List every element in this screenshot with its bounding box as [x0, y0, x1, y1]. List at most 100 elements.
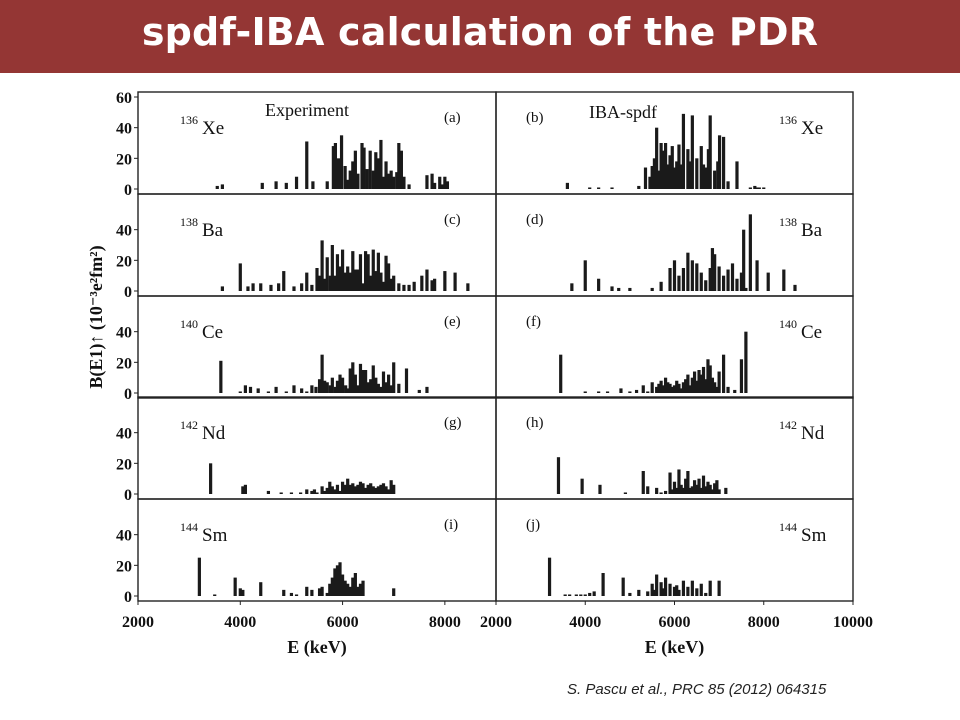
data-bar [343, 272, 347, 291]
data-bar [330, 245, 334, 291]
data-bar [675, 161, 679, 189]
x-tick-label: 6000 [327, 614, 359, 631]
data-bar [260, 182, 264, 189]
data-bar [317, 379, 322, 393]
data-bar [397, 383, 401, 393]
data-bar [310, 490, 314, 494]
data-bar [233, 577, 237, 596]
data-bar [310, 385, 314, 393]
data-bar [592, 591, 596, 596]
data-bar [314, 386, 318, 393]
data-bar [361, 483, 365, 494]
data-bar [692, 371, 697, 393]
data-bar [366, 484, 370, 494]
data-bar [325, 487, 329, 494]
y-tick-label: 60 [116, 90, 132, 107]
nucleus-mass-label: 142 [180, 418, 198, 432]
data-bar [695, 263, 699, 291]
data-bar [704, 280, 708, 291]
x-tick-label: 8000 [748, 614, 780, 631]
data-bar [652, 589, 657, 596]
data-bar [646, 486, 650, 494]
data-bar [704, 167, 708, 189]
data-bar [666, 164, 670, 189]
data-bar [663, 490, 668, 494]
data-bar [300, 283, 304, 291]
panel-label: (c) [444, 212, 461, 228]
nucleus-symbol-label: Sm [202, 525, 228, 546]
data-bar [256, 388, 260, 393]
data-bar [688, 161, 692, 189]
nucleus-mass-label: 138 [779, 215, 797, 229]
data-bar [690, 377, 694, 393]
data-bar [366, 254, 370, 291]
data-bar [681, 113, 686, 189]
data-bar [251, 283, 255, 291]
panel-frame [137, 396, 497, 500]
data-bar [259, 283, 263, 291]
data-bar [346, 478, 350, 494]
data-bar [755, 187, 759, 189]
data-bar [697, 478, 701, 494]
data-bar [621, 577, 625, 596]
data-bar [430, 173, 434, 189]
data-bar [365, 169, 369, 189]
data-bar [425, 175, 429, 189]
data-bar [241, 589, 245, 596]
y-tick-label: 0 [124, 386, 132, 403]
data-bar [363, 370, 368, 393]
data-bar [663, 143, 668, 189]
nucleus-symbol-label: Sm [801, 525, 827, 546]
data-bar [358, 363, 363, 393]
data-bar [684, 379, 688, 393]
data-bar [343, 484, 347, 494]
data-bar [381, 483, 386, 494]
data-bar [672, 167, 677, 189]
data-bar [358, 583, 363, 596]
data-bar [650, 382, 654, 393]
data-bar [453, 272, 457, 291]
data-bar [356, 586, 360, 596]
data-bar [392, 176, 396, 189]
data-bar [348, 484, 352, 494]
data-bar [358, 254, 363, 291]
data-bar [466, 283, 470, 291]
data-bar [379, 484, 383, 494]
data-bar [710, 248, 715, 291]
data-bar [425, 269, 429, 291]
data-bar [782, 269, 786, 291]
data-bar [289, 592, 294, 596]
data-bar [650, 166, 654, 189]
data-bar [695, 588, 699, 596]
data-bar [387, 173, 391, 189]
data-bar [353, 486, 357, 494]
data-bar [713, 382, 717, 393]
data-bar [686, 149, 690, 189]
data-bar [717, 489, 721, 494]
data-bar [641, 385, 645, 393]
data-bar [713, 483, 717, 494]
data-bar [443, 271, 447, 291]
data-bar [282, 271, 286, 291]
data-bar [681, 580, 686, 596]
y-tick-label: 20 [116, 253, 132, 270]
data-bar [333, 489, 337, 494]
data-bar [721, 354, 726, 393]
y-tick-label: 40 [116, 223, 132, 240]
nucleus-mass-label: 140 [779, 317, 797, 331]
data-bar [407, 184, 411, 189]
data-bar [336, 158, 341, 189]
data-bar [692, 480, 697, 494]
x-axis-label: E (keV) [645, 637, 705, 658]
data-bar [443, 176, 447, 189]
nucleus-symbol-label: Ce [202, 322, 223, 343]
data-bar [565, 182, 569, 189]
data-bar [266, 391, 271, 393]
data-bar [659, 380, 663, 393]
data-bar [392, 588, 396, 596]
data-bar [425, 386, 429, 393]
data-bar [376, 252, 380, 291]
data-bar [675, 487, 679, 494]
data-bar [325, 382, 329, 393]
y-axis-label: B(E1)↑ (10⁻³e²fm²) [86, 245, 107, 388]
